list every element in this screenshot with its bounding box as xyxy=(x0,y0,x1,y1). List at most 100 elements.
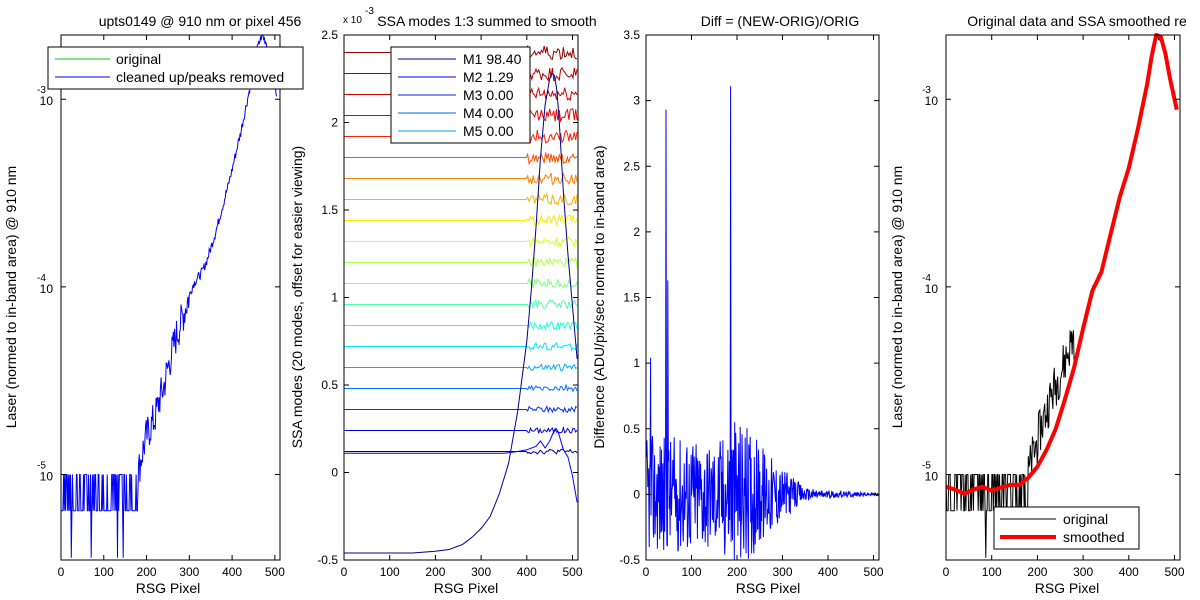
y-tick-label: 10 xyxy=(925,94,939,108)
x-tick-label: 300 xyxy=(179,565,199,579)
y-tick-label: -0.5 xyxy=(317,553,338,567)
y-tick-label: 1 xyxy=(331,291,338,305)
panel-4-xlabel: RSG Pixel xyxy=(1035,580,1100,596)
ssa-mode-trace xyxy=(344,235,578,249)
panel-2-multiplier-exponent: -3 xyxy=(365,6,374,17)
panel-2-legend-label-m5: M5 0.00 xyxy=(463,123,514,139)
panel-1-xlabel: RSG Pixel xyxy=(136,580,201,596)
panel-2: SSA modes 1:3 summed to smooth x 10 -3 R… xyxy=(289,6,597,596)
panel-4: Original data and SSA smoothed re RSG Pi… xyxy=(889,13,1187,596)
y-tick-exponent: -4 xyxy=(37,273,46,284)
panel-1-legend-label-cleaned: cleaned up/peaks removed xyxy=(116,69,284,85)
x-tick-label: 0 xyxy=(341,565,348,579)
y-tick-label: 2.5 xyxy=(623,159,640,173)
panel-1-title: upts0149 @ 910 nm or pixel 456 xyxy=(99,13,302,29)
y-tick-label: 10 xyxy=(925,469,939,483)
x-tick-label: 200 xyxy=(1027,565,1047,579)
y-tick-label: 1.5 xyxy=(321,203,338,217)
panel-1-legend: original cleaned up/peaks removed xyxy=(47,46,304,90)
panel-4-title: Original data and SSA smoothed re xyxy=(967,13,1187,29)
panel-1-frame xyxy=(60,34,281,561)
y-tick-label: 1.5 xyxy=(623,291,640,305)
y-tick-exponent: -5 xyxy=(37,460,46,471)
panel-2-axis-ticks: 0 100 200 300 400 500-0.500.511.522.5 xyxy=(317,28,583,579)
series-difference-line xyxy=(645,86,880,561)
y-tick-label: 0.5 xyxy=(321,378,338,392)
ssa-mode-trace xyxy=(344,152,578,166)
ssa-mode-trace xyxy=(344,342,578,352)
x-tick-label: 100 xyxy=(94,565,114,579)
x-tick-label: 400 xyxy=(1119,565,1139,579)
x-tick-label: 500 xyxy=(265,565,285,579)
panel-2-multiplier-base: x 10 xyxy=(343,15,362,26)
y-tick-label: 0 xyxy=(633,487,640,501)
panel-4-legend-label-smoothed: smoothed xyxy=(1063,529,1124,545)
x-tick-label: 300 xyxy=(773,565,793,579)
x-tick-label: 200 xyxy=(727,565,747,579)
panel-3: Diff = (NEW-ORIG)/ORIG RSG Pixel Differe… xyxy=(591,13,884,596)
ssa-mode-trace xyxy=(344,383,578,393)
x-tick-label: 300 xyxy=(471,565,491,579)
x-tick-label: 200 xyxy=(137,565,157,579)
y-tick-label: 2.5 xyxy=(321,28,338,42)
ssa-mode-trace xyxy=(344,256,578,269)
x-tick-label: 100 xyxy=(380,565,400,579)
panel-3-plot-layer xyxy=(645,86,880,561)
panel-3-xlabel: RSG Pixel xyxy=(736,580,801,596)
panel-2-legend: M1 98.40 M2 1.29 M3 0.00 M4 0.00 M5 0.00 xyxy=(390,46,531,144)
panel-4-frame xyxy=(945,34,1181,561)
y-tick-label: 0.5 xyxy=(623,422,640,436)
x-tick-label: 0 xyxy=(943,565,950,579)
x-tick-label: 100 xyxy=(681,565,701,579)
y-tick-label: 10 xyxy=(40,282,54,296)
y-tick-exponent: -4 xyxy=(922,273,931,284)
ssa-mode-trace xyxy=(344,298,578,310)
series-cleaned-line xyxy=(61,34,278,558)
panel-4-legend-box xyxy=(993,506,1140,550)
ssa-mode-trace xyxy=(344,426,578,435)
panel-1-legend-box xyxy=(47,46,304,90)
y-tick-label: 10 xyxy=(40,94,54,108)
y-tick-label: 3 xyxy=(633,94,640,108)
series-m2-line xyxy=(344,428,578,503)
y-tick-label: 1 xyxy=(633,356,640,370)
x-tick-label: 400 xyxy=(517,565,537,579)
x-tick-label: 100 xyxy=(982,565,1002,579)
ssa-mode-trace xyxy=(344,213,578,227)
panel-3-ylabel: Difference (ADU/pix/sec normed to in-ban… xyxy=(591,145,607,448)
panel-3-title: Diff = (NEW-ORIG)/ORIG xyxy=(701,13,860,29)
panel-1-plot-layer xyxy=(61,34,278,558)
x-tick-label: 400 xyxy=(818,565,838,579)
panel-4-ylabel: Laser (normed to in-band area) @ 910 nm xyxy=(889,166,905,428)
panel-2-legend-label-m3: M3 0.00 xyxy=(463,87,514,103)
y-tick-label: 2 xyxy=(331,116,338,130)
panel-4-legend-label-original: original xyxy=(1063,511,1108,527)
panel-4-legend: original smoothed xyxy=(993,506,1140,550)
panel-3-axis-ticks: 0 100 200 300 400 500-0.500.511.522.533.5 xyxy=(619,28,884,579)
x-tick-label: 200 xyxy=(425,565,445,579)
ssa-mode-trace xyxy=(344,448,578,455)
panel-2-ylabel: SSA modes (20 modes, offset for easier v… xyxy=(289,146,305,448)
x-tick-label: 0 xyxy=(58,565,65,579)
panel-2-legend-label-m1: M1 98.40 xyxy=(463,51,522,67)
x-tick-label: 0 xyxy=(643,565,650,579)
panel-2-legend-label-m4: M4 0.00 xyxy=(463,105,514,121)
y-tick-label: 10 xyxy=(925,282,939,296)
panel-2-legend-label-m2: M2 1.29 xyxy=(463,69,514,85)
x-tick-label: 500 xyxy=(563,565,583,579)
x-tick-label: 500 xyxy=(864,565,884,579)
y-tick-label: 2 xyxy=(633,225,640,239)
series-m1-line xyxy=(344,72,578,554)
panel-1-legend-label-original: original xyxy=(116,51,161,67)
x-tick-label: 500 xyxy=(1165,565,1185,579)
ssa-mode-trace xyxy=(344,405,578,414)
y-tick-label: -0.5 xyxy=(619,553,640,567)
ssa-mode-trace xyxy=(344,363,578,372)
y-tick-label: 3.5 xyxy=(623,28,640,42)
ssa-mode-trace xyxy=(344,172,578,186)
ssa-mode-trace xyxy=(344,277,578,289)
panel-2-title: SSA modes 1:3 summed to smooth xyxy=(377,13,596,29)
y-tick-label: 0 xyxy=(331,466,338,480)
